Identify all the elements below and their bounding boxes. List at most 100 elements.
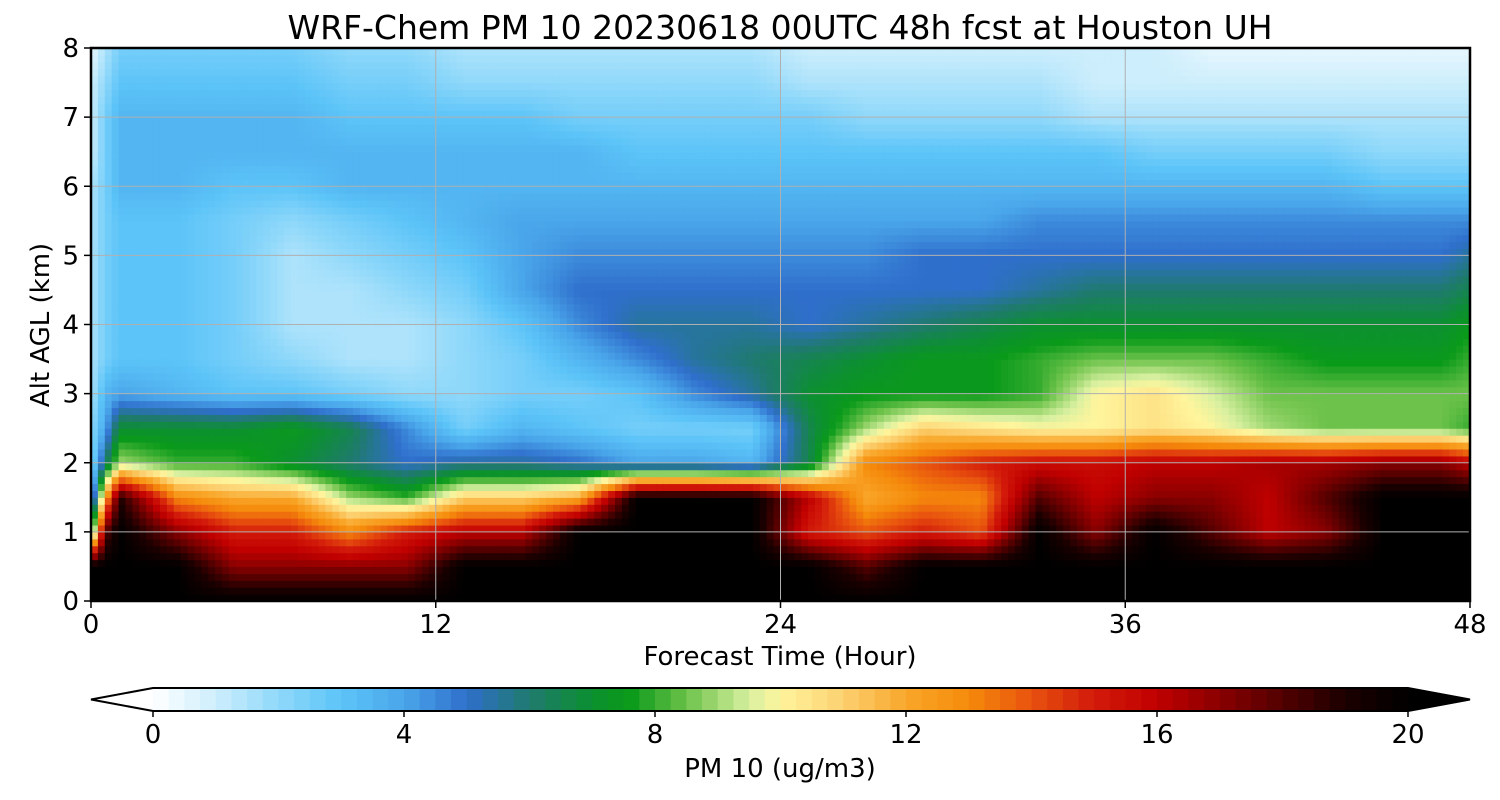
heatmap-cell bbox=[187, 559, 196, 568]
heatmap-cell bbox=[380, 103, 389, 111]
heatmap-cell bbox=[394, 414, 402, 422]
heatmap-cell bbox=[463, 165, 471, 174]
heatmap-cell bbox=[194, 365, 202, 374]
heatmap-cell bbox=[256, 483, 264, 491]
heatmap-cell bbox=[242, 213, 251, 222]
heatmap-cell bbox=[366, 303, 375, 312]
heatmap-cell bbox=[187, 455, 196, 464]
heatmap-cell bbox=[125, 200, 133, 208]
heatmap-cell bbox=[132, 186, 140, 194]
heatmap-cell bbox=[277, 435, 285, 443]
heatmap-cell bbox=[339, 75, 347, 84]
heatmap-cell bbox=[456, 144, 464, 153]
heatmap-cell bbox=[125, 428, 133, 436]
heatmap-cell bbox=[249, 428, 258, 436]
heatmap-cell bbox=[263, 68, 271, 77]
heatmap-cell bbox=[442, 518, 451, 526]
heatmap-cell bbox=[304, 511, 313, 519]
heatmap-cell bbox=[373, 262, 382, 270]
heatmap-cell bbox=[449, 331, 458, 339]
heatmap-cell bbox=[242, 151, 251, 160]
heatmap-cell bbox=[104, 220, 113, 229]
heatmap-cell bbox=[125, 61, 133, 70]
heatmap-cell bbox=[380, 158, 389, 167]
heatmap-cell bbox=[435, 130, 444, 139]
heatmap-cell bbox=[215, 241, 223, 250]
heatmap-cell bbox=[104, 179, 113, 187]
heatmap-cell bbox=[353, 518, 361, 526]
heatmap-cell bbox=[284, 234, 292, 243]
heatmap-cell bbox=[159, 262, 168, 270]
heatmap-cell bbox=[359, 587, 368, 595]
heatmap-cell bbox=[242, 490, 251, 498]
heatmap-cell bbox=[470, 455, 478, 464]
heatmap-cell bbox=[463, 220, 471, 229]
heatmap-cell bbox=[401, 324, 409, 333]
heatmap-cell bbox=[104, 68, 113, 77]
heatmap-cell bbox=[428, 234, 437, 243]
heatmap-cell bbox=[497, 490, 506, 498]
heatmap-cell bbox=[373, 580, 382, 588]
heatmap-cell bbox=[449, 303, 458, 312]
heatmap-cell bbox=[159, 255, 168, 263]
heatmap-cell bbox=[139, 48, 147, 56]
heatmap-cell bbox=[490, 594, 499, 601]
heatmap-cell bbox=[104, 338, 113, 346]
heatmap-cell bbox=[346, 117, 354, 125]
heatmap-cell bbox=[290, 524, 299, 533]
heatmap-cell bbox=[380, 206, 389, 215]
heatmap-cell bbox=[228, 137, 237, 146]
heatmap-cell bbox=[125, 234, 133, 243]
heatmap-cell bbox=[277, 331, 285, 339]
heatmap-cell bbox=[428, 200, 437, 208]
heatmap-cell bbox=[208, 82, 216, 91]
heatmap-cell bbox=[166, 435, 175, 443]
heatmap-cell bbox=[249, 179, 258, 187]
heatmap-cell bbox=[442, 400, 451, 409]
heatmap-cell bbox=[442, 54, 451, 63]
heatmap-cell bbox=[91, 545, 99, 554]
heatmap-cell bbox=[194, 490, 202, 498]
heatmap-cell bbox=[463, 594, 471, 601]
heatmap-cell bbox=[518, 421, 526, 429]
heatmap-cell bbox=[470, 48, 478, 56]
heatmap-cell bbox=[222, 428, 230, 436]
heatmap-cell bbox=[139, 435, 147, 443]
heatmap-cell bbox=[449, 324, 458, 333]
heatmap-cell bbox=[173, 566, 182, 574]
heatmap-cell bbox=[235, 89, 244, 97]
heatmap-cell bbox=[201, 594, 209, 601]
heatmap-cell bbox=[380, 531, 389, 540]
heatmap-cell bbox=[270, 68, 278, 77]
heatmap-cell bbox=[442, 193, 451, 201]
heatmap-cell bbox=[456, 48, 464, 56]
heatmap-cell bbox=[166, 518, 175, 526]
heatmap-cell bbox=[118, 594, 127, 601]
heatmap-cell bbox=[332, 324, 340, 333]
heatmap-cell bbox=[159, 179, 168, 187]
heatmap-cell bbox=[187, 276, 196, 284]
heatmap-cell bbox=[477, 172, 485, 180]
heatmap-cell bbox=[242, 137, 251, 146]
heatmap-cell bbox=[159, 386, 168, 395]
heatmap-cell bbox=[159, 248, 168, 256]
heatmap-cell bbox=[359, 365, 368, 374]
heatmap-cell bbox=[428, 428, 437, 436]
heatmap-cell bbox=[290, 365, 299, 374]
heatmap-cell bbox=[497, 165, 506, 174]
heatmap-cell bbox=[256, 48, 264, 56]
heatmap-cell bbox=[139, 289, 147, 298]
heatmap-cell bbox=[263, 276, 271, 284]
heatmap-cell bbox=[270, 511, 278, 519]
heatmap-cell bbox=[284, 545, 292, 554]
heatmap-cell bbox=[111, 68, 120, 77]
heatmap-cell bbox=[263, 48, 271, 56]
heatmap-cell bbox=[256, 338, 264, 346]
heatmap-cell bbox=[359, 352, 368, 360]
heatmap-cell bbox=[91, 400, 99, 409]
heatmap-cell bbox=[518, 538, 526, 547]
heatmap-cell bbox=[415, 442, 423, 450]
heatmap-cell bbox=[201, 289, 209, 298]
heatmap-cell bbox=[180, 469, 189, 478]
heatmap-cell bbox=[415, 296, 423, 305]
